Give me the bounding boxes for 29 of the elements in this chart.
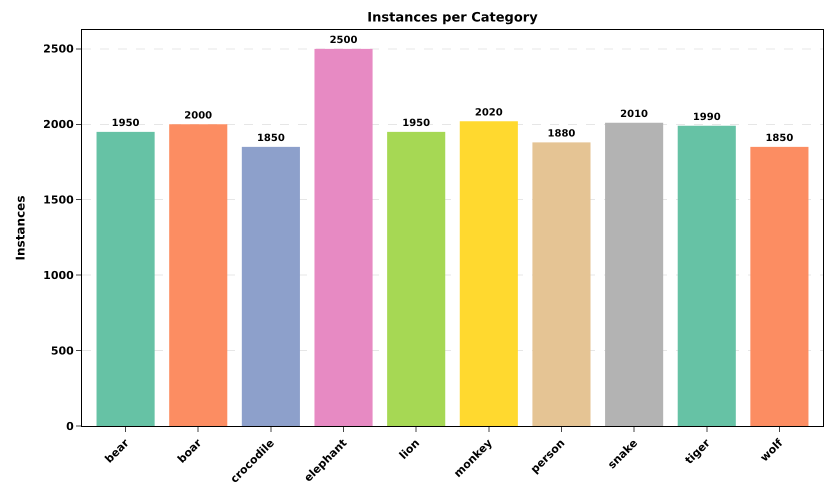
data-label: 2010 (620, 108, 648, 120)
data-label: 1880 (548, 128, 576, 140)
data-label: 2500 (330, 34, 358, 46)
bar (750, 146, 808, 426)
bar (460, 121, 518, 426)
y-tick-label: 1500 (43, 194, 74, 207)
bar (314, 48, 373, 426)
bar (678, 126, 736, 426)
data-label: 2020 (474, 107, 503, 118)
data-label: 1950 (112, 118, 140, 129)
data-label: 1990 (692, 112, 721, 123)
chart-title: Instances per Category (367, 10, 538, 26)
y-tick-label: 2000 (43, 118, 74, 132)
bar (96, 132, 155, 426)
y-tick-label: 0 (66, 420, 74, 433)
y-tick-label: 2500 (43, 42, 74, 56)
x-tick-label: lion (396, 436, 422, 462)
y-axis-title: Instances (13, 196, 28, 260)
bar (169, 124, 228, 426)
y-tick-label: 500 (50, 344, 74, 358)
bar (242, 146, 300, 426)
data-label: 2000 (184, 110, 212, 122)
y-tick-label: 1000 (43, 268, 74, 282)
data-label: 1850 (765, 132, 794, 144)
bar (605, 122, 664, 426)
bar (532, 142, 591, 426)
data-label: 1950 (402, 118, 430, 129)
data-label: 1850 (256, 132, 285, 144)
bar (387, 132, 446, 426)
